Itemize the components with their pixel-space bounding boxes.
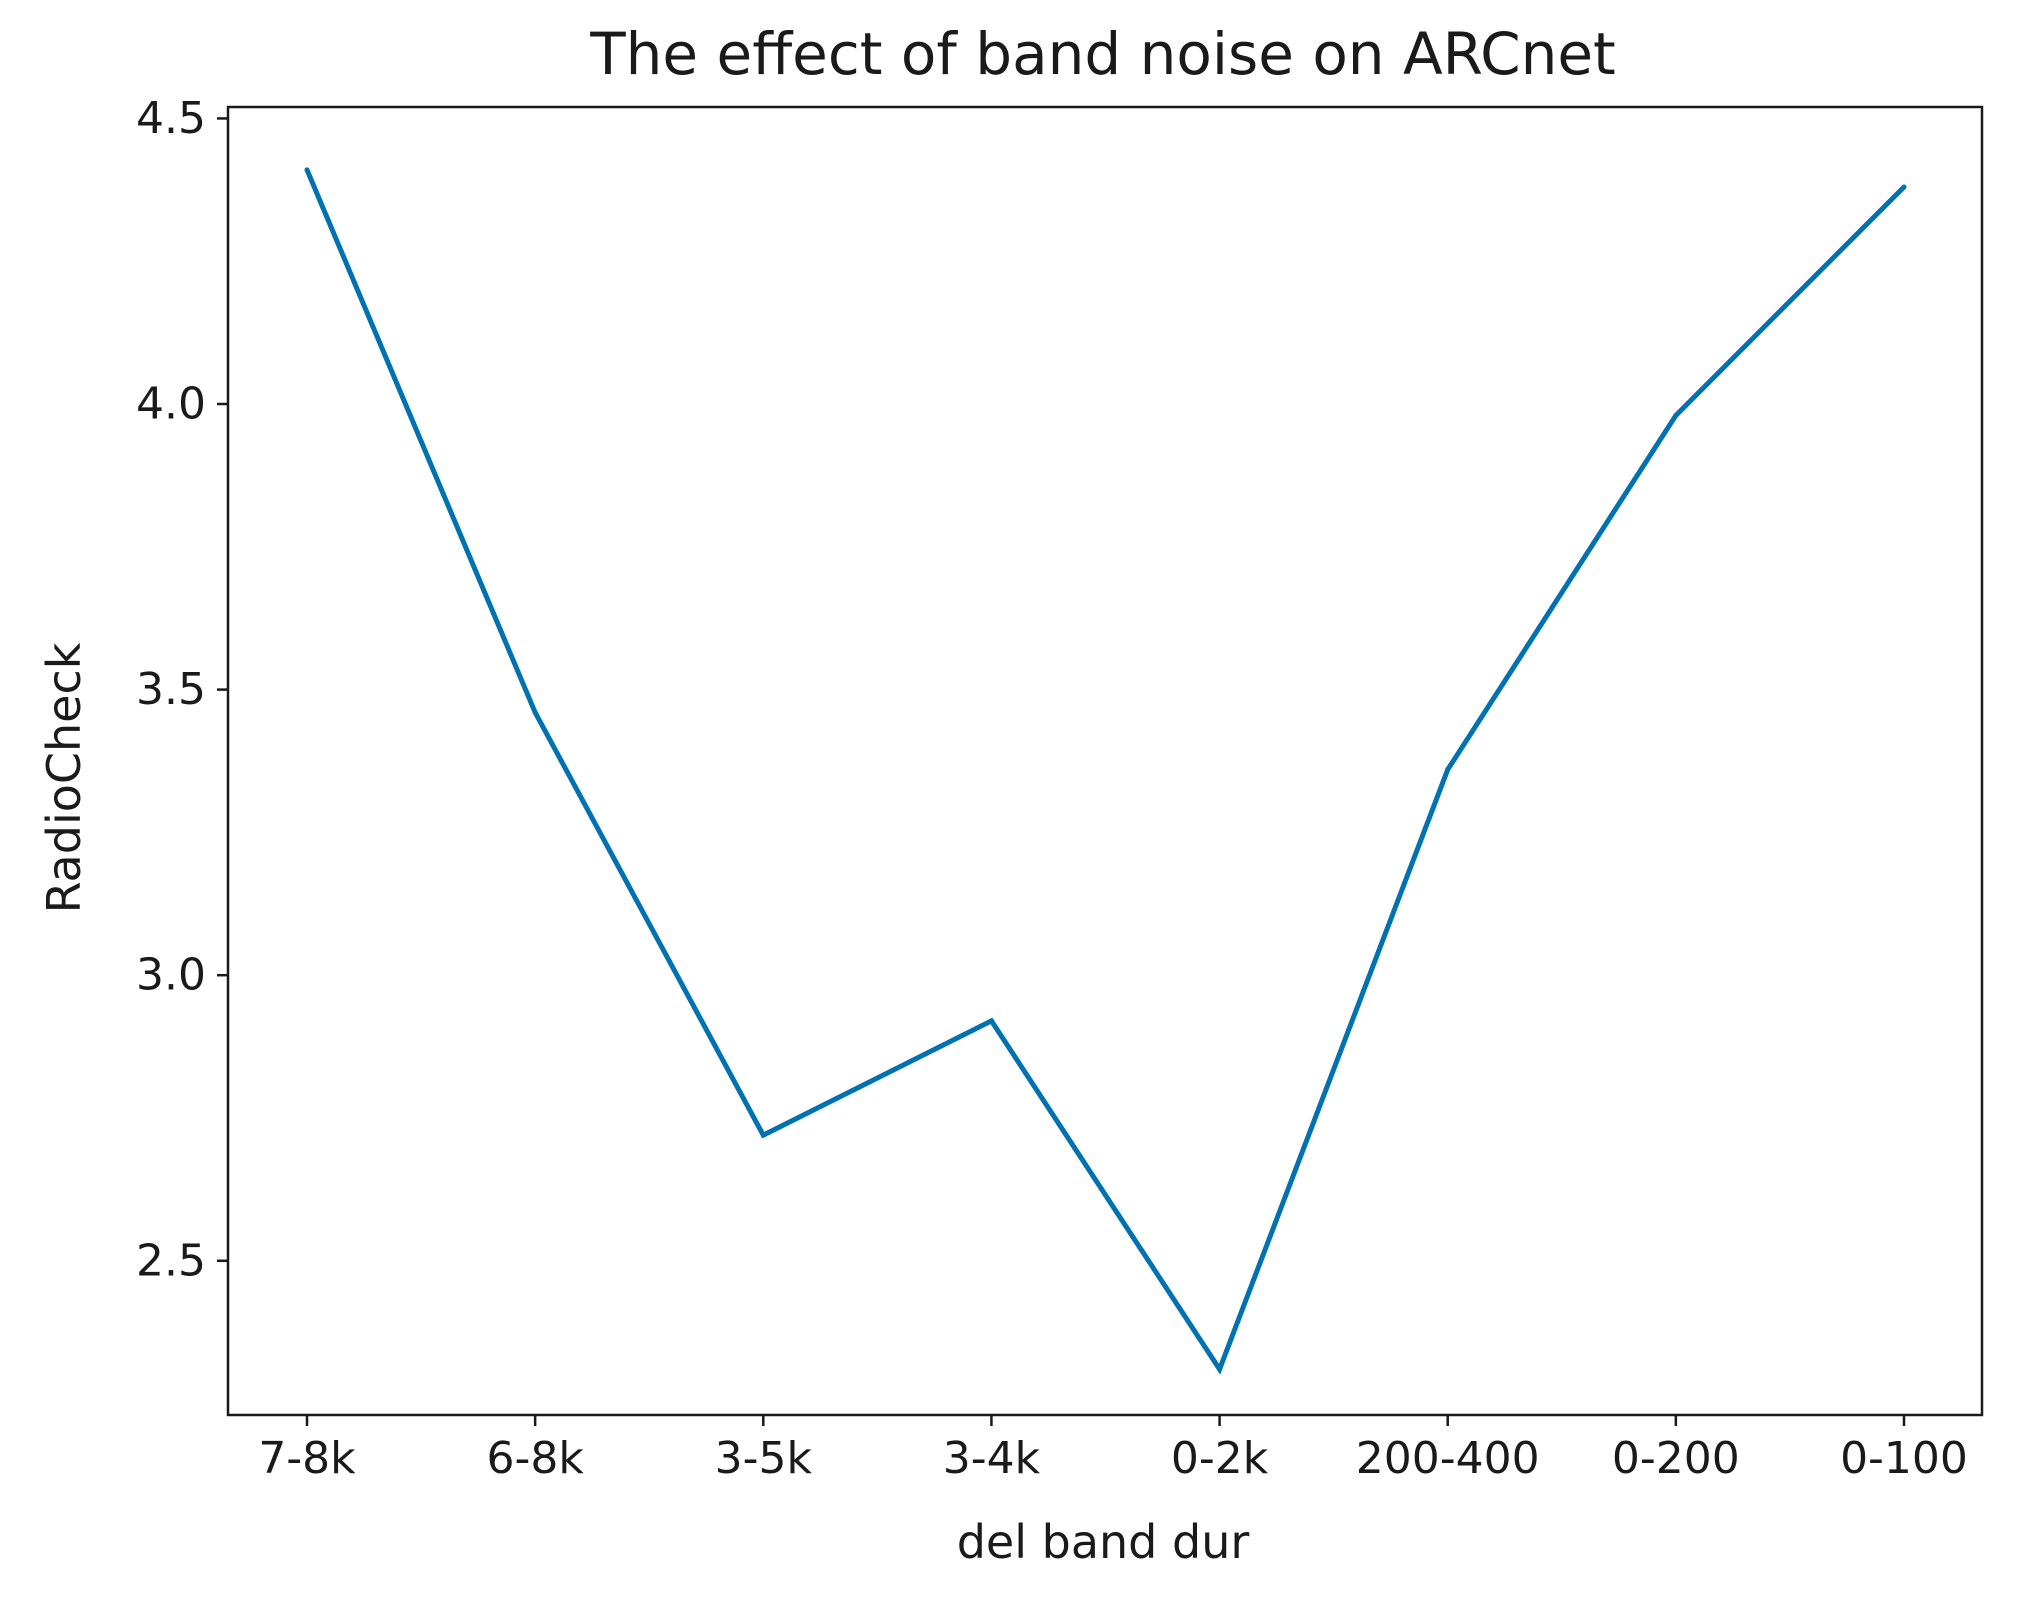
plot-frame bbox=[226, 105, 1984, 1417]
x-tick-label: 0-100 bbox=[1840, 1433, 1968, 1484]
x-tick-label: 3-4k bbox=[943, 1433, 1041, 1484]
y-tick-label: 4.5 bbox=[136, 93, 206, 144]
data-point bbox=[1673, 412, 1679, 418]
y-tick-label: 3.0 bbox=[136, 950, 206, 1001]
y-tick-label: 3.5 bbox=[136, 664, 206, 715]
data-point bbox=[1445, 767, 1451, 773]
y-axis-title: RadioCheck bbox=[37, 642, 91, 913]
x-axis-title: del band dur bbox=[957, 1515, 1250, 1569]
data-point bbox=[304, 167, 310, 173]
data-point bbox=[988, 1018, 994, 1024]
x-tick-label: 6-8k bbox=[486, 1433, 584, 1484]
y-tick-label: 2.5 bbox=[136, 1235, 206, 1286]
series-line bbox=[304, 168, 1906, 1375]
x-tick-label: 200-400 bbox=[1356, 1433, 1540, 1484]
data-point bbox=[532, 709, 538, 715]
x-tick-label: 7-8k bbox=[258, 1433, 356, 1484]
x-tick-label: 0-2k bbox=[1171, 1433, 1269, 1484]
plot-area: 2.5 3.0 3.5 4.0 4.5 7-8k 6-8k 3-5k 3-4k 0-2k 200-4… bbox=[136, 93, 1984, 1484]
x-tick-label: 0-200 bbox=[1612, 1433, 1740, 1484]
chart-title: The effect of band noise on ARCnet bbox=[589, 20, 1616, 88]
x-tick-label: 3-5k bbox=[715, 1433, 813, 1484]
data-point bbox=[1217, 1366, 1223, 1372]
data-point bbox=[1901, 184, 1907, 190]
data-point bbox=[760, 1132, 766, 1138]
y-tick-label: 4.0 bbox=[136, 379, 206, 430]
